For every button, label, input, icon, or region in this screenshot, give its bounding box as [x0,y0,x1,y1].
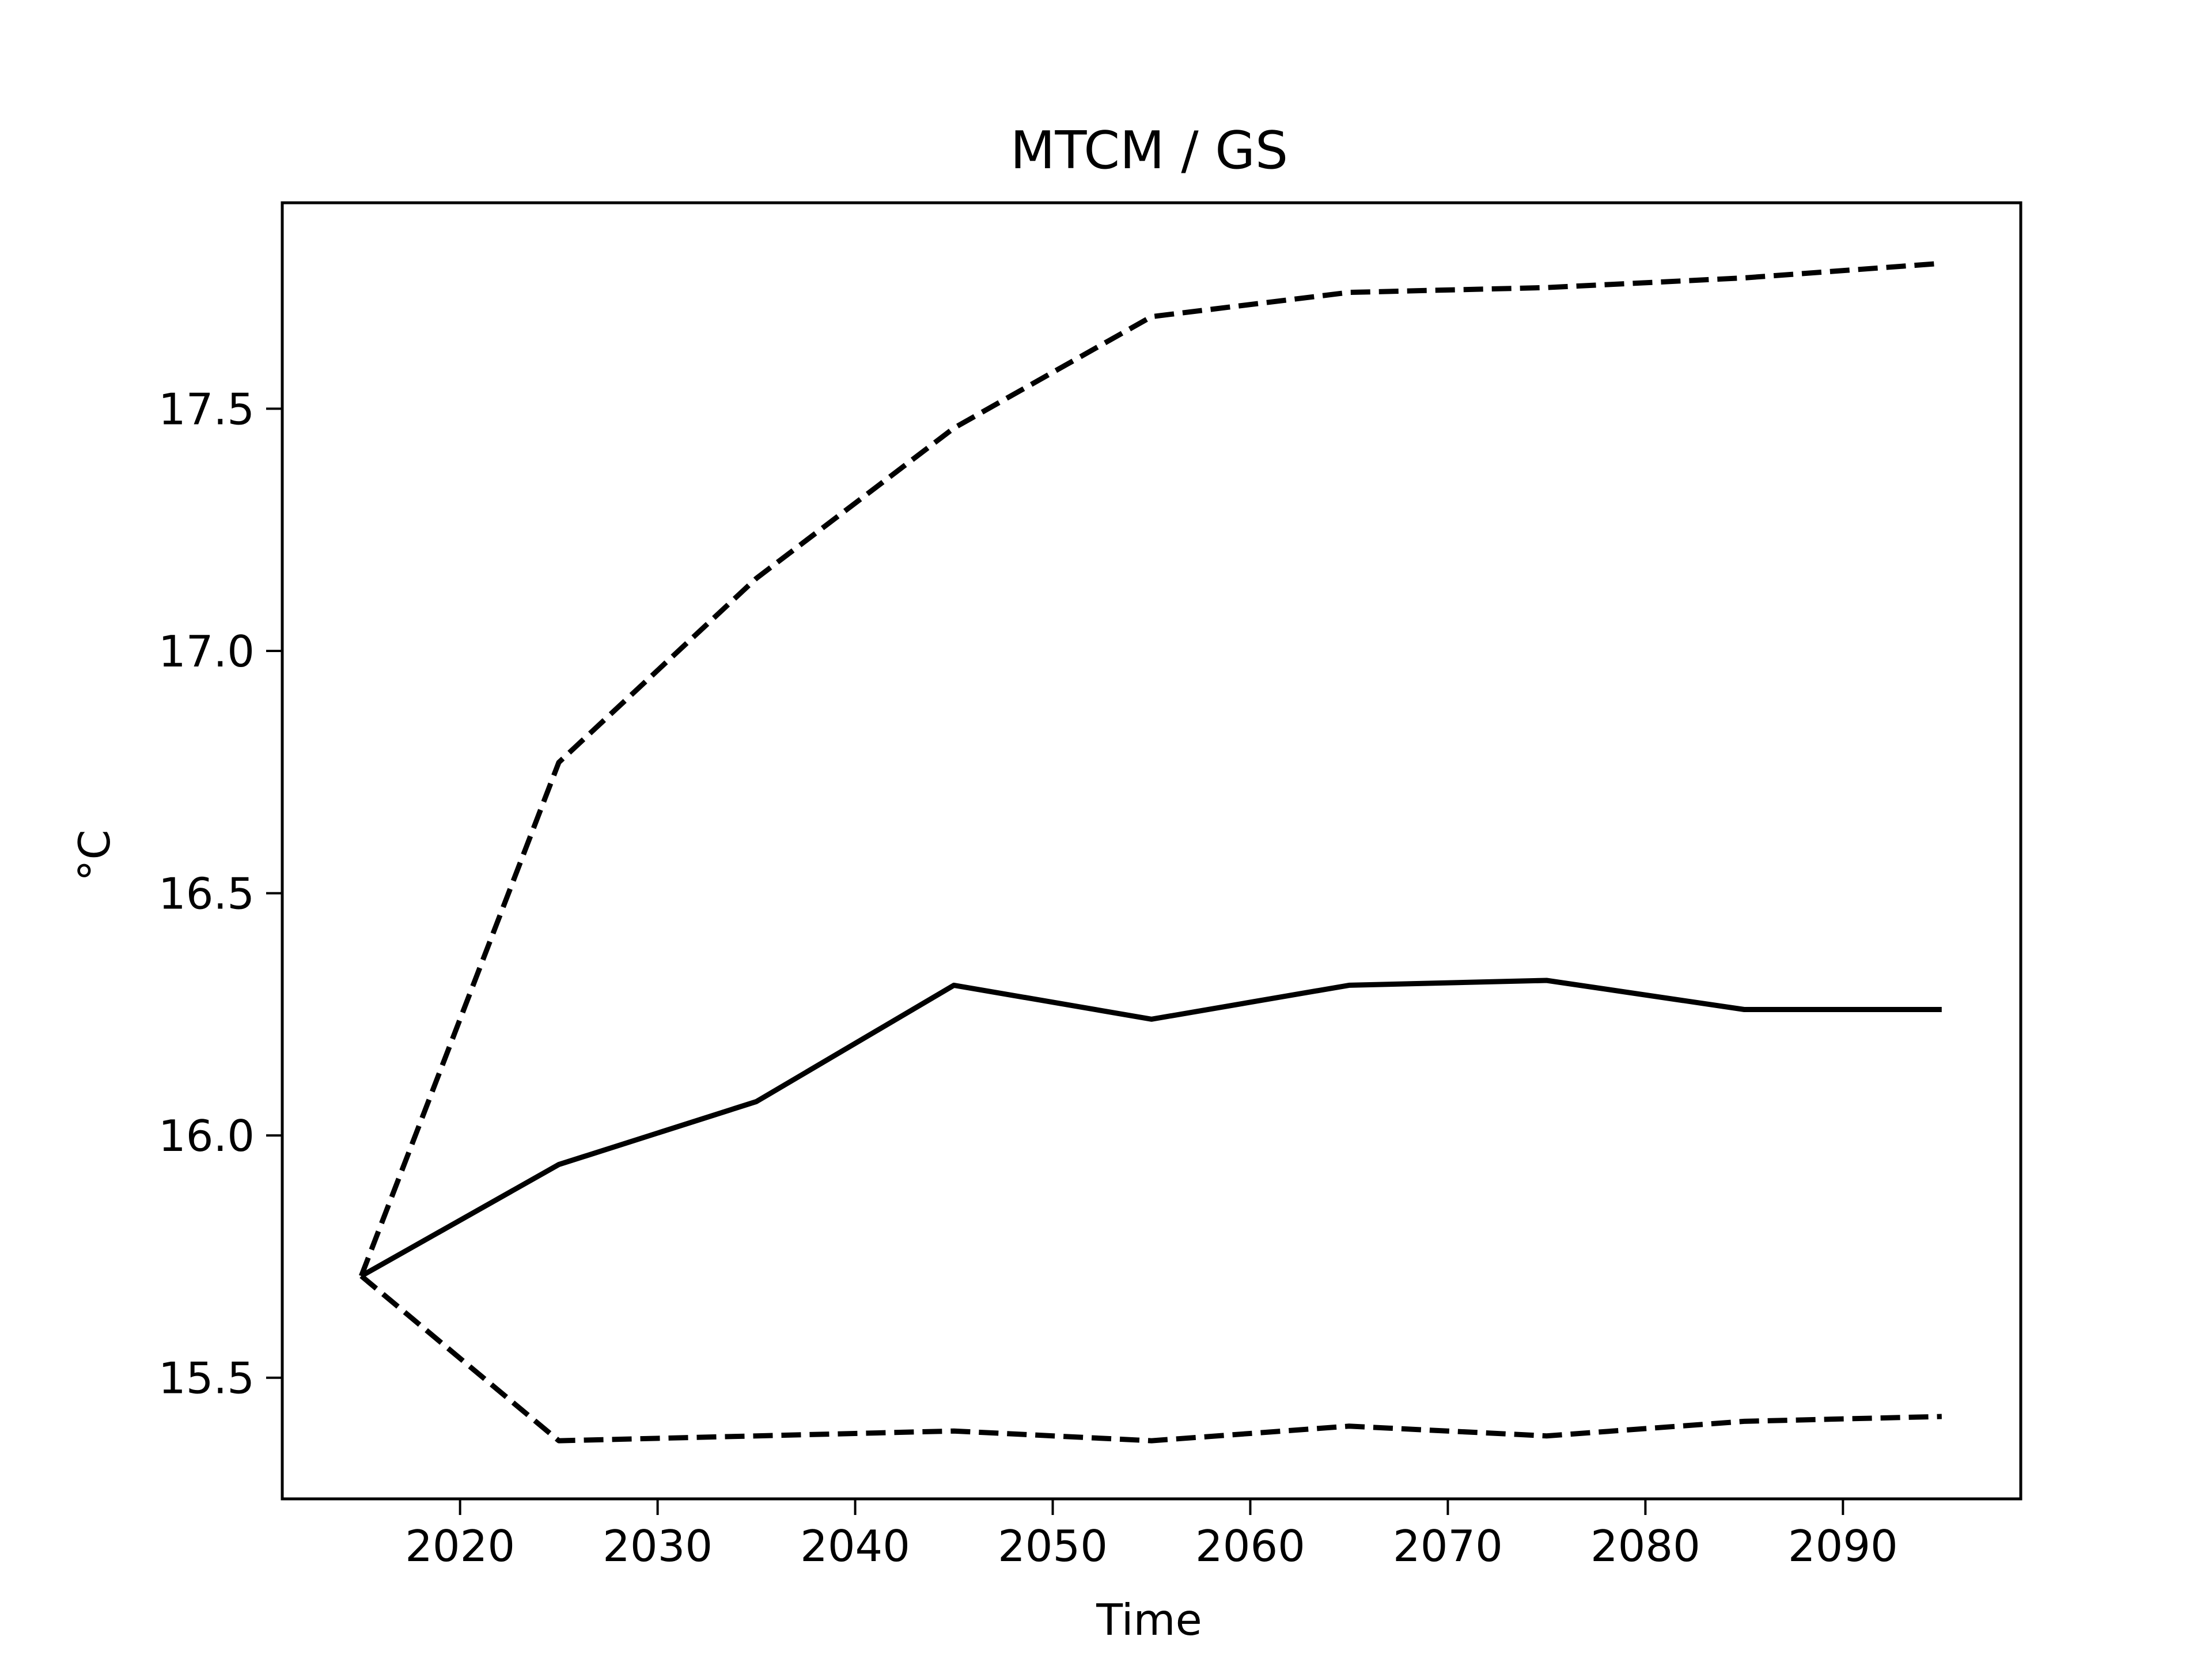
y-tick-label: 17.5 [158,384,255,434]
y-axis-label: °C [69,830,120,881]
y-tick-label: 17.0 [158,626,255,677]
x-tick-label: 2060 [1195,1521,1305,1571]
y-tick-label: 15.5 [158,1353,255,1404]
x-tick-label: 2040 [800,1521,910,1571]
series-line-2 [359,1274,1942,1444]
series-line-0 [359,978,1942,1279]
y-tick-label: 16.5 [158,869,255,919]
plot-frame [281,201,2022,1501]
series-line-1 [358,260,1942,1277]
x-tick-label: 2030 [603,1521,713,1571]
y-tick-label: 16.0 [158,1111,255,1161]
x-axis: 2020 2030 2040 2050 2060 2070 2080 2090 [405,1499,1898,1571]
x-tick-label: 2070 [1393,1521,1503,1571]
chart-title: MTCM / GS [1010,120,1288,181]
x-axis-label: Time [1096,1594,1202,1645]
x-tick-label: 2080 [1590,1521,1700,1571]
y-axis: 15.5 16.0 16.5 17.0 17.5 [158,384,282,1404]
series-layer [358,260,1942,1444]
x-tick-label: 2090 [1788,1521,1898,1571]
x-tick-label: 2020 [405,1521,515,1571]
x-tick-label: 2050 [998,1521,1108,1571]
